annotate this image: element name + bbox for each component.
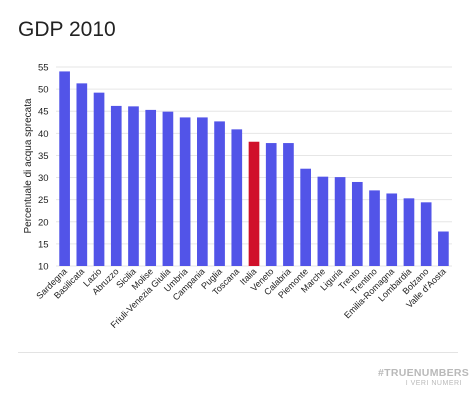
- bar-campania: [197, 117, 208, 266]
- y-tick-label: 20: [38, 217, 49, 228]
- bar-sicilia: [128, 106, 139, 266]
- bar-emilia-romagna: [386, 193, 398, 266]
- y-tick-label: 45: [38, 107, 49, 118]
- bar-puglia: [214, 121, 225, 266]
- bar-umbria: [179, 117, 191, 266]
- bar-abruzzo: [110, 105, 122, 266]
- brand-name: #TRUENUMBERS: [378, 367, 470, 379]
- bar-liguria: [334, 177, 346, 266]
- footer-divider: [18, 352, 458, 353]
- bar-valle-d-aosta: [438, 231, 449, 266]
- truenumbers-logo: #TRUENUMBERS I VERI NUMERI: [378, 367, 470, 389]
- bar-piemonte: [300, 168, 311, 266]
- bar-marche: [317, 176, 329, 266]
- y-tick-label: 40: [38, 129, 49, 140]
- bar-basilicata: [76, 83, 88, 267]
- y-tick-label: 30: [38, 173, 49, 184]
- y-axis-title: Percentuale di acqua sprecata: [23, 98, 34, 234]
- bar-calabria: [283, 143, 294, 266]
- y-tick-label: 25: [38, 195, 49, 206]
- chart-title: GDP 2010: [18, 18, 116, 41]
- bar-trento: [351, 181, 363, 266]
- y-tick-label: 50: [38, 85, 49, 96]
- bars: [59, 71, 449, 267]
- y-tick-label: 10: [38, 262, 49, 273]
- bar-bolzano: [420, 202, 432, 266]
- y-tick-label: 55: [38, 63, 49, 74]
- bar-sardegna: [59, 71, 70, 266]
- brand-tagline: I VERI NUMERI: [405, 380, 462, 387]
- bar-friuli-venezia-giulia: [162, 111, 174, 266]
- bar-trentino: [369, 190, 380, 266]
- y-axis-ticks: 10 15 20 25 30 35 40 45 50 55: [38, 63, 49, 273]
- bar-molise: [145, 109, 157, 266]
- bar-italia: [248, 141, 260, 266]
- y-tick-label: 35: [38, 151, 49, 162]
- y-tick-label: 15: [38, 239, 49, 250]
- bar-lazio: [93, 92, 105, 266]
- bar-veneto: [265, 143, 277, 266]
- bar-toscana: [231, 129, 243, 266]
- bar-lombardia: [403, 198, 415, 266]
- x-axis-labels: SardegnaBasilicataLazioAbruzzoSiciliaMol…: [34, 266, 447, 330]
